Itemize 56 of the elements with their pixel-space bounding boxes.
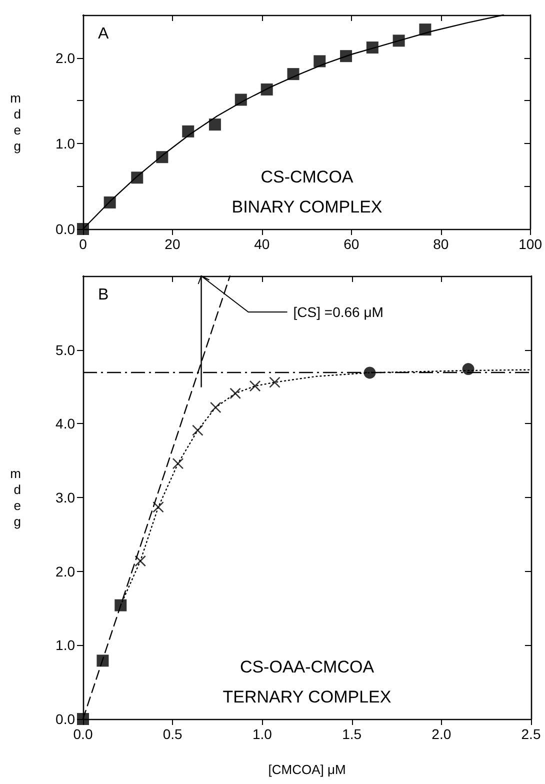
x-tick-label: 80 [433, 236, 449, 252]
y-tick-label: 5.0 [56, 342, 76, 358]
y-tick-label: 0.0 [56, 711, 76, 727]
point [462, 363, 474, 376]
x-tick-label: 60 [344, 236, 360, 252]
x-tick-label: 40 [254, 236, 270, 252]
point [210, 402, 222, 414]
point [340, 50, 352, 62]
point [156, 151, 168, 164]
point [230, 388, 241, 400]
y-tick-label: 1.0 [56, 637, 76, 654]
x-tick-label: 0 [79, 236, 88, 252]
y-axis-title: mdeg [10, 466, 21, 529]
x-tick-label: 0.0 [73, 726, 93, 742]
x-tick-label: 2.5 [521, 726, 541, 742]
y-tick-label: 4.0 [56, 416, 76, 432]
text: B [98, 286, 109, 304]
annotation: TERNARY COMPLEX [222, 688, 392, 706]
point [131, 172, 144, 184]
point [249, 380, 261, 392]
point [260, 83, 273, 96]
point [419, 24, 432, 36]
point [182, 125, 194, 138]
annotation: CS-OAA-CMCOA [240, 658, 375, 676]
point [192, 424, 204, 436]
y-tick-label: 2.0 [56, 50, 76, 66]
x-tick-label: 20 [164, 236, 180, 252]
x-tick-label: 0.5 [162, 726, 183, 742]
point [234, 94, 247, 106]
point [366, 42, 378, 54]
point [104, 196, 116, 208]
text: A [98, 26, 109, 42]
annotation: [CS] =0.66 μM [293, 304, 384, 320]
point [172, 458, 184, 470]
y-tick-label: 2.0 [56, 563, 76, 580]
point [114, 599, 127, 612]
y-tick-label: 3.0 [56, 490, 76, 506]
x-tick-label: 1.5 [342, 726, 362, 742]
x-tick-label: 1.0 [252, 726, 272, 742]
x-tick-label: 100 [518, 236, 542, 252]
point [287, 68, 300, 80]
point [208, 118, 221, 131]
point [134, 555, 146, 567]
annotation: CS-CMCOA [260, 168, 354, 186]
x-axis-title: [CMCOA] μM [268, 762, 346, 777]
annotation: BINARY COMPLEX [232, 198, 382, 216]
y-tick-label: 0.0 [56, 221, 76, 237]
point [269, 376, 280, 388]
point [96, 654, 109, 667]
point [314, 55, 326, 68]
point [392, 34, 405, 47]
point [152, 501, 164, 513]
x-tick-label: 2.0 [432, 726, 452, 742]
y-axis-title: mdeg [10, 90, 21, 154]
point [364, 366, 376, 379]
y-tick-label: 1.0 [56, 135, 76, 152]
